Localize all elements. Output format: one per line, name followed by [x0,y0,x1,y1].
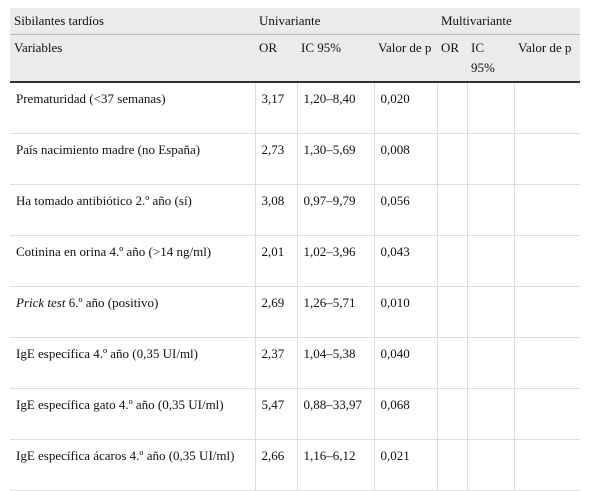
column-header: Valor de p [514,34,581,83]
empty-cell [437,388,468,440]
table-row: IgE específica ácaros 4.º año (0,35 UI/m… [10,439,581,491]
table-cell: País nacimiento madre (no España) [10,133,256,185]
group-header-row: Sibilantes tardíos Univariante Multivari… [10,8,581,35]
table-row: IgE específica gato 4.º año (0,35 UI/ml)… [10,388,581,440]
empty-cell [514,286,581,338]
group-header: Sibilantes tardíos [10,8,255,35]
empty-cell [437,439,468,491]
table-cell: 1,02–3,96 [297,235,375,287]
empty-cell [467,337,515,389]
table-row: Ha tomado antibiótico 2.º año (sí) 3,08 0,… [10,184,581,236]
column-header: OR [255,34,297,83]
empty-cell [467,133,515,185]
table-cell: IgE específica gato 4.º año (0,35 UI/ml) [10,388,256,440]
empty-cell [514,184,581,236]
table-cell: 0,043 [374,235,438,287]
table-cell: 1,16–6,12 [297,439,375,491]
table-row: País nacimiento madre (no España) 2,73 1,3… [10,133,581,185]
table-cell: 2,66 [255,439,298,491]
table-row: Prick test 6.º año (positivo) 2,69 1,26–5,… [10,286,581,338]
table-cell: 0,97–9,79 [297,184,375,236]
table-cell: IgE específica ácaros 4.º año (0,35 UI/m… [10,439,256,491]
table-cell: 0,008 [374,133,438,185]
table-cell: 0,020 [374,82,438,134]
group-header: Multivariante [437,8,581,35]
column-header: OR [437,34,467,83]
table-cell: 1,20–8,40 [297,82,375,134]
table-cell: 0,068 [374,388,438,440]
cell-text: Prick test [16,295,66,310]
empty-cell [514,388,581,440]
table-cell: 2,73 [255,133,298,185]
group-header: Univariante [255,8,437,35]
empty-cell [514,82,581,134]
table-cell: 2,37 [255,337,298,389]
empty-cell [437,82,468,134]
table-cell: 2,01 [255,235,298,287]
empty-cell [467,184,515,236]
table-cell: Prick test 6.º año (positivo) [10,286,256,338]
table-cell: 1,26–5,71 [297,286,375,338]
column-header: Variables [10,34,255,83]
column-header-row: Variables OR IC 95% Valor de p OR IC 95% Valor… [10,34,581,83]
results-table: Sibilantes tardíos Univariante Multivari… [10,8,581,491]
table-cell: 1,04–5,38 [297,337,375,389]
table-cell: 0,056 [374,184,438,236]
empty-cell [467,235,515,287]
empty-cell [467,286,515,338]
table-cell: 1,30–5,69 [297,133,375,185]
table-cell: 0,010 [374,286,438,338]
cell-text: 6.º año (positivo) [65,295,159,310]
empty-cell [467,388,515,440]
table-row: Cotinina en orina 4.º año (>14 ng/ml) 2,0… [10,235,581,287]
empty-cell [514,439,581,491]
table-cell: Ha tomado antibiótico 2.º año (sí) [10,184,256,236]
column-header: Valor de p [374,34,437,83]
table-cell: 0,021 [374,439,438,491]
table-cell: 0,88–33,97 [297,388,375,440]
column-header: IC 95% [297,34,374,83]
empty-cell [467,439,515,491]
empty-cell [514,133,581,185]
table-row: IgE específica 4.º año (0,35 UI/ml) 2,37 1… [10,337,581,389]
table-cell: Prematuridad (<37 semanas) [10,82,256,134]
table-cell: 0,040 [374,337,438,389]
empty-cell [437,286,468,338]
empty-cell [437,133,468,185]
table-cell: 3,17 [255,82,298,134]
table-cell: 3,08 [255,184,298,236]
table-cell: 2,69 [255,286,298,338]
empty-cell [437,337,468,389]
empty-cell [467,82,515,134]
empty-cell [514,337,581,389]
empty-cell [514,235,581,287]
table-cell: Cotinina en orina 4.º año (>14 ng/ml) [10,235,256,287]
table-cell: 5,47 [255,388,298,440]
table-cell: IgE específica 4.º año (0,35 UI/ml) [10,337,256,389]
column-header: IC 95% [467,34,514,83]
empty-cell [437,184,468,236]
table-row: Prematuridad (<37 semanas) 3,17 1,20–8,40 0… [10,82,581,134]
empty-cell [437,235,468,287]
table-body: Prematuridad (<37 semanas) 3,17 1,20–8,40 0… [10,82,581,491]
